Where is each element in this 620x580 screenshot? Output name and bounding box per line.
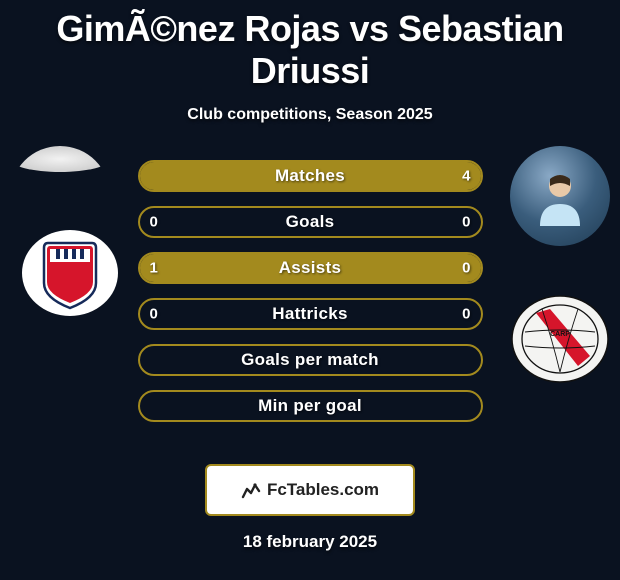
avatar-placeholder-icon [10, 146, 110, 172]
stat-label: Assists [279, 258, 342, 278]
stat-row: Hattricks 0 0 [138, 298, 483, 330]
person-icon [530, 166, 590, 226]
stat-value-left: 0 [150, 306, 158, 323]
stat-fill-left [140, 254, 413, 282]
stat-label: Hattricks [272, 304, 347, 324]
chart-icon [241, 479, 263, 501]
brand-text: FcTables.com [267, 480, 379, 500]
page-title: GimÃ©nez Rojas vs Sebastian Driussi [0, 0, 620, 92]
independiente-crest-icon [20, 228, 120, 318]
player-left-crest [20, 228, 120, 318]
stat-value-right: 0 [462, 260, 470, 277]
stat-row: Goals 0 0 [138, 206, 483, 238]
stat-label: Goals per match [241, 350, 379, 370]
player-right-crest: CARP [510, 294, 610, 384]
player-right-avatar [510, 146, 610, 246]
stat-value-left: 1 [150, 260, 158, 277]
stat-value-left: 0 [150, 214, 158, 231]
stat-row: Min per goal [138, 390, 483, 422]
stat-label: Min per goal [258, 396, 362, 416]
stat-row: Goals per match [138, 344, 483, 376]
river-plate-crest-icon: CARP [510, 294, 610, 384]
subtitle: Club competitions, Season 2025 [0, 106, 620, 124]
avatar-photo-icon [510, 146, 610, 246]
date-text: 18 february 2025 [0, 532, 620, 552]
stat-value-right: 4 [462, 168, 470, 185]
stat-label: Goals [286, 212, 335, 232]
stat-value-right: 0 [462, 214, 470, 231]
comparison-panel: CARP Matches 4 Goals 0 0 Assists 1 0 Hattricks 0 0… [0, 160, 620, 460]
stat-value-right: 0 [462, 306, 470, 323]
stat-rows: Matches4Goals00Assists10Hattricks00Goals… [138, 160, 483, 422]
stat-label: Matches [275, 166, 345, 186]
stat-row: Matches 4 [138, 160, 483, 192]
svg-text:CARP: CARP [550, 331, 570, 338]
brand-box[interactable]: FcTables.com [205, 464, 415, 516]
stat-row: Assists 1 0 [138, 252, 483, 284]
